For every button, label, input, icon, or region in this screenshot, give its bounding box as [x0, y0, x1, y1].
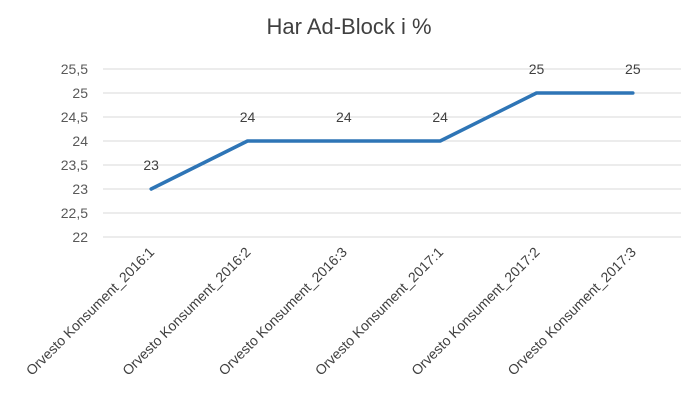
- y-tick-label: 24,5: [61, 109, 88, 125]
- data-label: 24: [240, 109, 256, 125]
- y-tick-label: 24: [72, 133, 88, 149]
- y-axis-ticks: 22 22,5 23 23,5 24 24,5 25 25,5: [61, 61, 88, 245]
- data-labels: 23 24 24 24 25 25: [143, 61, 640, 173]
- y-tick-label: 22: [72, 229, 88, 245]
- data-label: 23: [143, 157, 159, 173]
- y-tick-label: 22,5: [61, 205, 88, 221]
- data-label: 24: [432, 109, 448, 125]
- chart-title: Har Ad-Block i %: [266, 14, 432, 39]
- y-tick-label: 25: [72, 85, 88, 101]
- series-line: [149, 91, 635, 191]
- y-tick-label: 23,5: [61, 157, 88, 173]
- data-label: 25: [529, 61, 545, 77]
- series-layer: [149, 91, 635, 191]
- y-tick-label: 25,5: [61, 61, 88, 77]
- data-label: 25: [625, 61, 641, 77]
- data-label: 24: [336, 109, 352, 125]
- y-tick-label: 23: [72, 181, 88, 197]
